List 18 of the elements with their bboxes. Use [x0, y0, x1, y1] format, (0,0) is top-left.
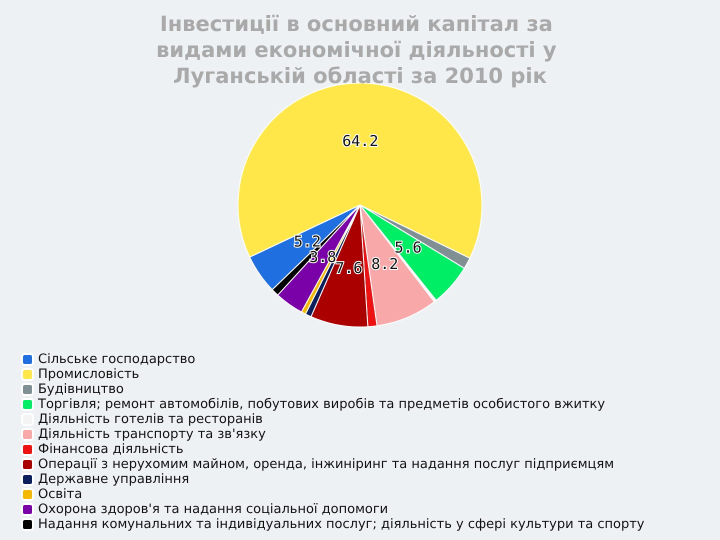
- data-label: 64.2: [342, 132, 378, 150]
- legend-label: Сільське господарство: [38, 352, 196, 367]
- legend-label: Діяльність транспорту та зв'язку: [38, 427, 266, 442]
- legend-label: Надання комунальних та індивідуальних послуг; діяльність у сфері культури та спорту: [38, 517, 645, 532]
- legend-label: Операції з нерухомим майном, оренда, інжиніринг та надання послуг підприємцям: [38, 457, 614, 472]
- chart-title: Інвестиції в основний капітал за видами економічної діяльності у Луганській області за 2010 рік: [156, 12, 564, 88]
- data-label: 8.2: [371, 255, 398, 274]
- legend-label: Охорона здоров'я та надання соціальної допомоги: [38, 502, 388, 517]
- legend-label: Торгівля; ремонт автомобілів, побутових виробів та предметів особистого вжитку: [37, 397, 606, 412]
- legend-label: Державне управління: [38, 472, 190, 487]
- legend-label: Освіта: [38, 487, 82, 502]
- legend-label: Промисловість: [38, 367, 140, 382]
- legend-label: Фінансова діяльність: [38, 442, 184, 457]
- data-label: 7.6: [335, 259, 362, 278]
- data-label: 5.2: [294, 232, 321, 250]
- data-label: 5.6: [394, 238, 422, 256]
- legend-label: Діяльність готелів та ресторанів: [38, 412, 263, 427]
- legend-label: Будівництво: [38, 382, 124, 397]
